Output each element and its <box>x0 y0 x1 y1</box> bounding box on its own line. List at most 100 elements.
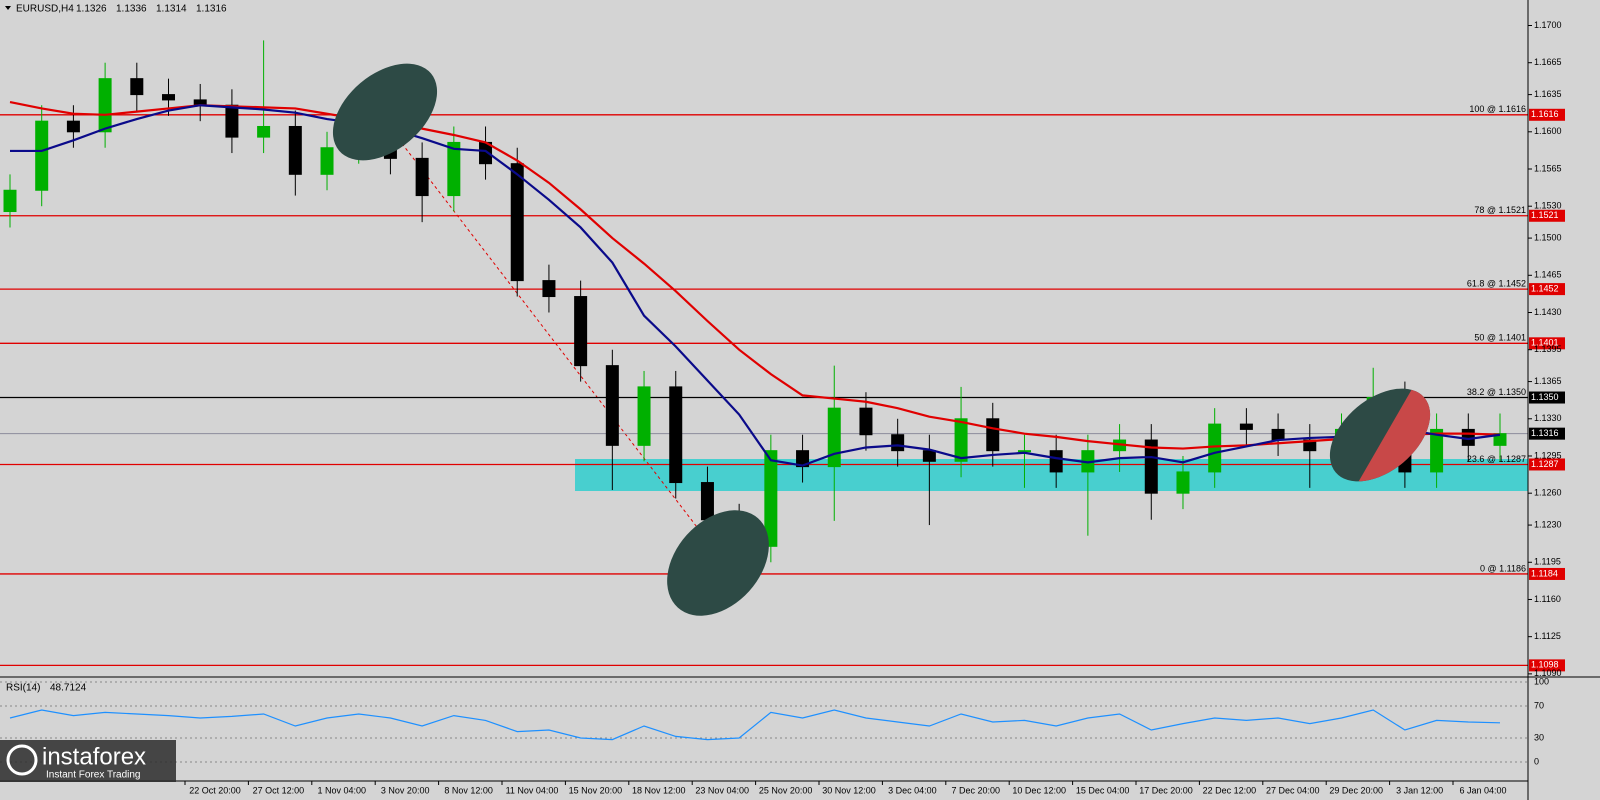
y-tick-label: 1.1365 <box>1534 376 1562 386</box>
level-label: 50 @ 1.1401 <box>1474 333 1526 343</box>
x-tick-label: 3 Dec 04:00 <box>888 785 937 795</box>
x-tick-label: 3 Jan 12:00 <box>1396 785 1443 795</box>
candle-body <box>35 120 49 191</box>
x-tick-label: 7 Dec 20:00 <box>952 785 1001 795</box>
candle-body <box>859 407 873 436</box>
x-tick-label: 29 Dec 20:00 <box>1329 785 1383 795</box>
candle-body <box>542 280 556 298</box>
y-tick-label: 1.1090 <box>1534 668 1562 678</box>
y-tick-label: 1.1700 <box>1534 20 1562 30</box>
x-tick-label: 18 Nov 12:00 <box>632 785 686 795</box>
x-tick-label: 25 Nov 20:00 <box>759 785 813 795</box>
candle-body <box>1176 471 1190 494</box>
rsi-tick-label: 100 <box>1534 676 1549 686</box>
price-box <box>1529 567 1565 580</box>
price-box-label: 1.1287 <box>1531 459 1559 469</box>
x-tick-label: 27 Dec 04:00 <box>1266 785 1320 795</box>
y-tick-label: 1.1260 <box>1534 488 1562 498</box>
logo: instaforex Instant Forex Trading <box>0 740 176 782</box>
candle-body <box>1144 439 1158 494</box>
price-box-label: 1.1184 <box>1531 568 1558 578</box>
candle-body <box>288 125 302 175</box>
price-box-label: 1.1316 <box>1531 428 1559 438</box>
price-box <box>1529 283 1565 296</box>
y-tick-label: 1.1330 <box>1534 413 1562 423</box>
level-label: 100 @ 1.1616 <box>1469 104 1526 114</box>
candle-body <box>162 94 176 101</box>
rsi-line <box>9 709 1501 741</box>
symbol: EURUSD,H4 <box>16 4 74 15</box>
level-label: 61.8 @ 1.1452 <box>1467 278 1526 288</box>
price-box <box>1529 427 1565 440</box>
quote-value: 1.1326 <box>76 4 107 15</box>
candle-body <box>700 482 714 521</box>
quote-value: 1.1316 <box>196 4 227 15</box>
level-label: 0 @ 1.1186 <box>1480 563 1526 573</box>
x-tick-label: 3 Nov 20:00 <box>381 785 430 795</box>
candle-body <box>257 125 271 138</box>
quote-value: 1.1336 <box>116 4 147 15</box>
candle-body <box>922 450 936 462</box>
candle-body <box>1430 428 1444 473</box>
price-box <box>1529 458 1565 471</box>
x-tick-label: 11 Nov 04:00 <box>506 785 559 795</box>
menu-arrow <box>5 6 11 10</box>
candle-body <box>320 147 334 175</box>
candle-body <box>605 365 619 446</box>
y-tick-label: 1.1565 <box>1534 163 1562 173</box>
rsi-title: RSI(14) <box>6 683 40 694</box>
y-tick-label: 1.1125 <box>1534 631 1561 641</box>
x-tick-label: 6 Jan 04:00 <box>1459 785 1506 795</box>
price-box <box>1529 209 1565 222</box>
y-tick-label: 1.1430 <box>1534 307 1562 317</box>
candle-body <box>447 141 461 197</box>
price-box <box>1529 108 1565 121</box>
candle-body <box>574 296 588 367</box>
candle-body <box>891 434 905 452</box>
logo-tagline: Instant Forex Trading <box>46 770 141 781</box>
candle-body <box>827 407 841 468</box>
candle-body <box>225 104 239 138</box>
price-box-label: 1.1098 <box>1531 660 1559 670</box>
candle-body <box>1049 450 1063 473</box>
logo-name: instaforex <box>42 743 146 770</box>
candle-body <box>510 163 524 282</box>
x-tick-label: 22 Dec 12:00 <box>1203 785 1257 795</box>
highlight-ellipse <box>332 63 438 161</box>
candle-body <box>669 386 683 484</box>
level-label: 23.6 @ 1.1287 <box>1467 454 1526 464</box>
rsi-tick-label: 70 <box>1534 700 1544 710</box>
candle-body <box>1208 423 1222 473</box>
y-tick-label: 1.1195 <box>1534 557 1561 567</box>
candle-body <box>130 78 144 96</box>
price-box-label: 1.1452 <box>1531 283 1559 293</box>
axes: 1.17001.16651.16351.16001.15651.15301.15… <box>184 20 1562 795</box>
price-box-label: 1.1616 <box>1531 109 1559 119</box>
quote-value: 1.1314 <box>156 4 187 15</box>
price-box <box>1529 391 1565 404</box>
candle-body <box>954 418 968 462</box>
logo-icon <box>6 744 38 776</box>
y-tick-label: 1.1465 <box>1534 270 1562 280</box>
candle-body <box>637 386 651 446</box>
candle-body <box>1017 450 1031 453</box>
rsi-panel: 100 70 30 0 <box>0 676 1549 766</box>
y-tick-label: 1.1395 <box>1534 344 1562 354</box>
x-tick-label: 17 Dec 20:00 <box>1139 785 1193 795</box>
x-tick-label: 10 Dec 12:00 <box>1012 785 1066 795</box>
rsi-tick-label: 30 <box>1534 732 1544 742</box>
x-tick-label: 23 Nov 04:00 <box>695 785 749 795</box>
x-tick-label: 22 Oct 20:00 <box>189 785 241 795</box>
y-tick-label: 1.1635 <box>1534 89 1562 99</box>
price-box-label: 1.1350 <box>1531 392 1559 402</box>
candle-body <box>986 418 1000 452</box>
x-tick-label: 15 Dec 04:00 <box>1076 785 1130 795</box>
y-tick-label: 1.1600 <box>1534 126 1562 136</box>
annotations <box>332 63 1431 616</box>
y-tick-label: 1.1230 <box>1534 519 1562 529</box>
candle-body <box>66 120 80 133</box>
candle-body <box>764 450 778 547</box>
